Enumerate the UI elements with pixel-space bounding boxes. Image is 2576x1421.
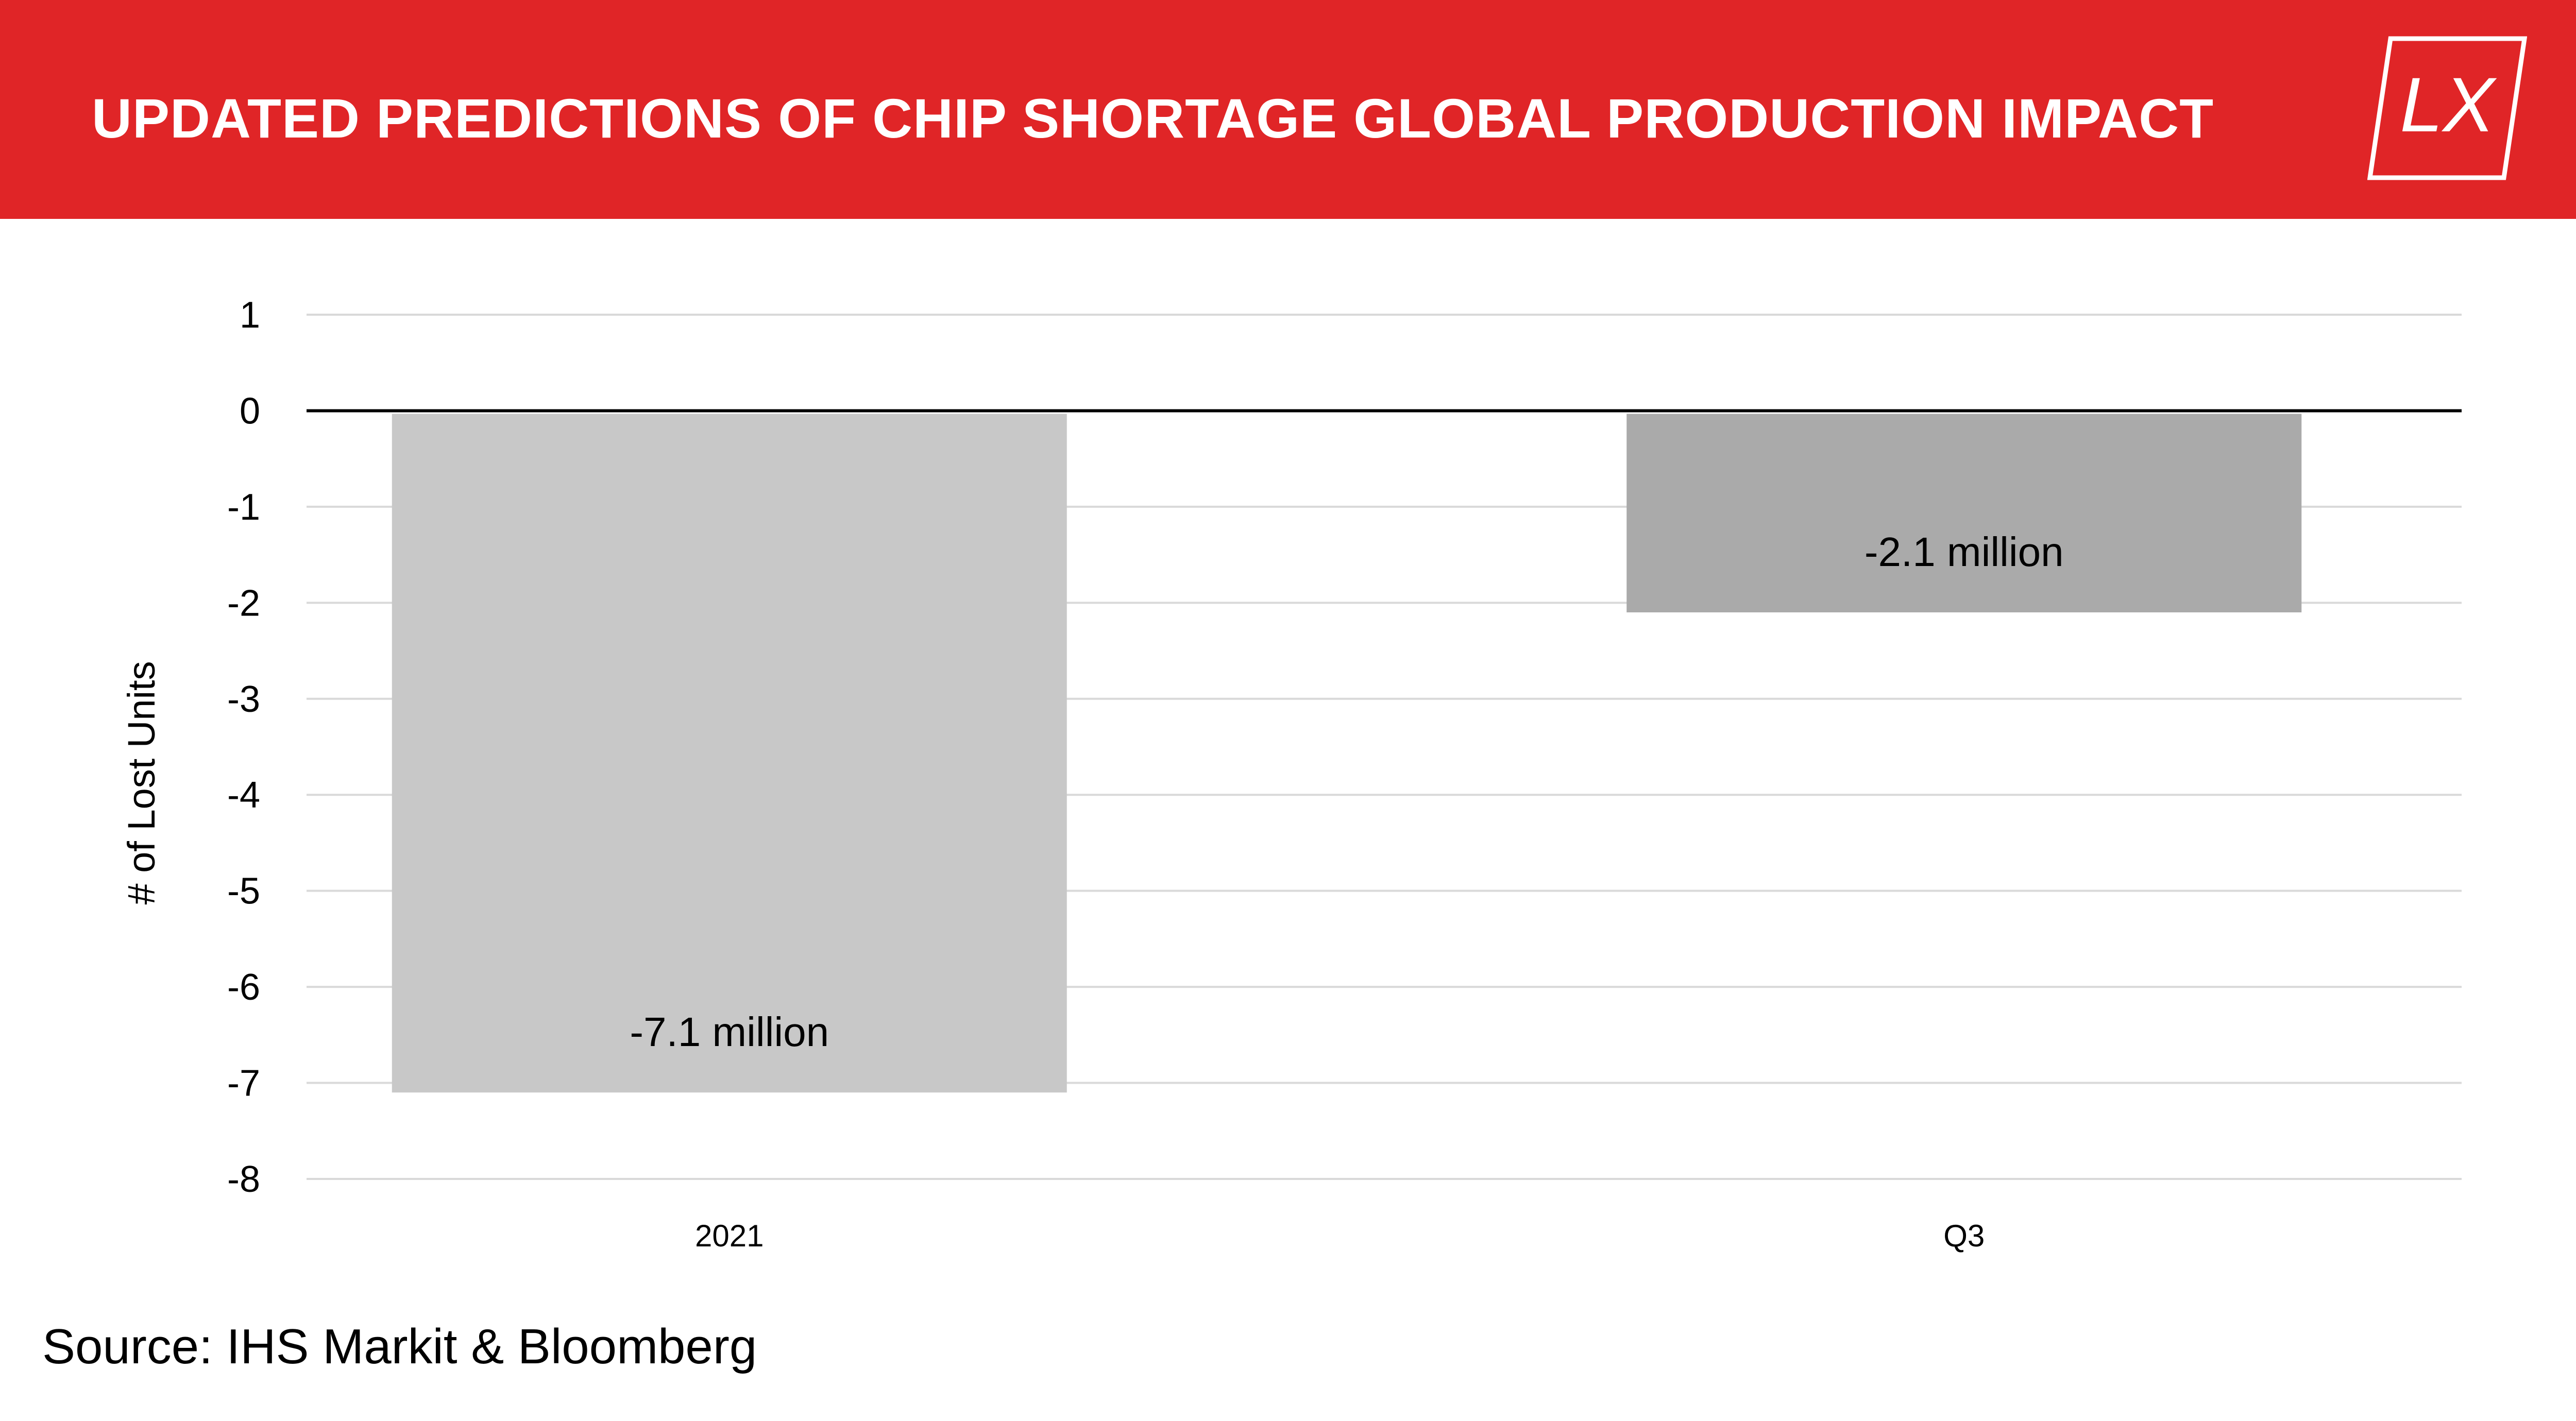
y-axis-label: # of Lost Units (120, 661, 163, 904)
lx-logo-icon: LX (2367, 36, 2527, 180)
data-labels: -7.1 million -2.1 million (630, 529, 2063, 1055)
source-note: Source: IHS Markit & Bloomberg (42, 1319, 757, 1374)
y-tick-labels: 1 0 -1 -2 -3 -4 -5 -6 -7 -8 (227, 295, 260, 1200)
bar-q3 (1626, 414, 2302, 612)
y-tick-label: -2 (227, 583, 260, 624)
y-tick-label: -1 (227, 487, 260, 528)
y-tick-label: 0 (240, 390, 260, 432)
y-tick-label: -6 (227, 967, 260, 1008)
data-label: -7.1 million (630, 1009, 829, 1055)
chart-title: UPDATED PREDICTIONS OF CHIP SHORTAGE GLO… (92, 87, 2214, 149)
x-tick-labels: 2021 Q3 (695, 1219, 1985, 1253)
y-tick-label: -4 (227, 775, 260, 816)
y-tick-label: 1 (240, 295, 260, 336)
y-tick-label: -7 (227, 1063, 260, 1104)
data-label: -2.1 million (1865, 529, 2064, 575)
y-tick-label: -8 (227, 1159, 260, 1200)
x-tick-label: 2021 (695, 1219, 764, 1253)
bar-chart: 1 0 -1 -2 -3 -4 -5 -6 -7 -8 2021 Q3 -7.1 million -2… (120, 295, 2462, 1253)
y-tick-label: -3 (227, 679, 260, 720)
bar-2021 (392, 414, 1067, 1093)
logo-text: LX (2400, 61, 2497, 148)
bars (392, 414, 2302, 1093)
x-tick-label: Q3 (1943, 1219, 1985, 1253)
header-banner: UPDATED PREDICTIONS OF CHIP SHORTAGE GLO… (0, 0, 2576, 219)
y-tick-label: -5 (227, 871, 260, 912)
